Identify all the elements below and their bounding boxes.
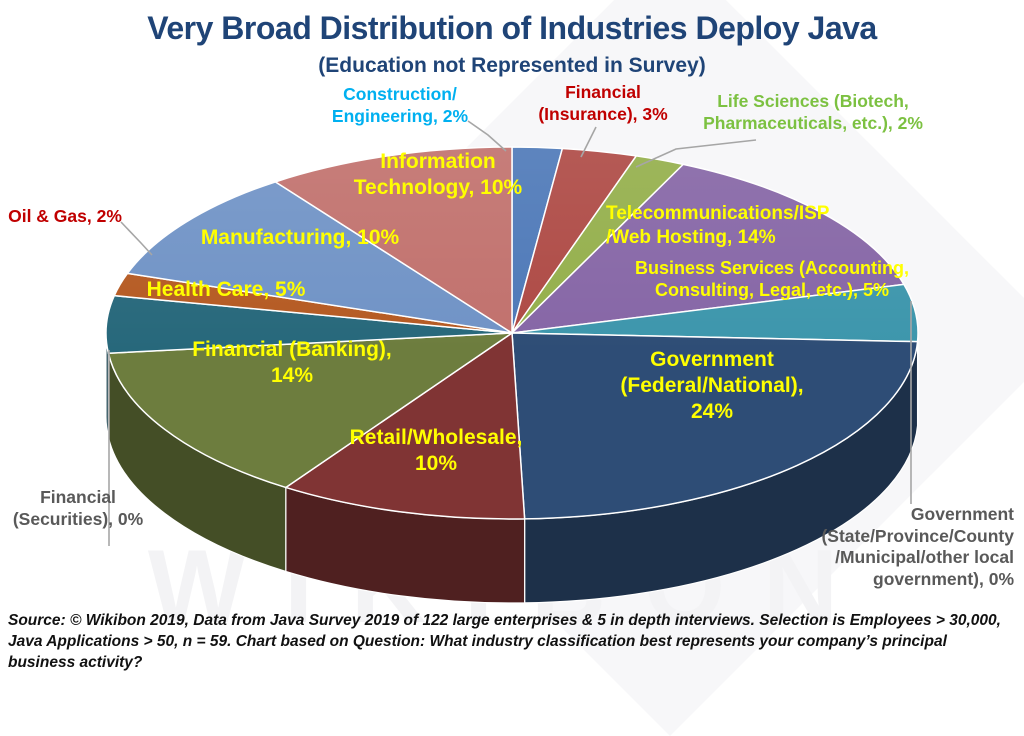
label-line: Consulting, Legal, etc.), 5% xyxy=(635,279,909,301)
slice-label-business_services: Business Services (Accounting,Consulting… xyxy=(635,257,909,302)
callout-line-oil_gas xyxy=(121,222,152,255)
label-line: Financial (Banking), xyxy=(192,337,392,363)
label-line: 10% xyxy=(350,451,523,477)
label-line: Technology, 10% xyxy=(354,175,522,201)
slice-label-construction: Construction/Engineering, 2% xyxy=(332,84,468,127)
label-line: Business Services (Accounting, xyxy=(635,257,909,279)
page-title: Very Broad Distribution of Industries De… xyxy=(0,10,1024,47)
label-line: Oil & Gas, 2% xyxy=(8,206,122,228)
label-line: Telecommunications/ISP xyxy=(606,202,829,226)
slice-label-retail: Retail/Wholesale,10% xyxy=(350,425,523,477)
label-line: (State/Province/County xyxy=(821,526,1014,548)
label-line: Engineering, 2% xyxy=(332,106,468,128)
slice-label-banking: Financial (Banking),14% xyxy=(192,337,392,389)
slice-label-insurance: Financial(Insurance), 3% xyxy=(538,82,667,125)
slide: WIKIBON Very Broad Distribution of Indus… xyxy=(0,0,1024,659)
slice-label-life_sciences: Life Sciences (Biotech,Pharmaceuticals, … xyxy=(703,91,923,134)
label-line: /Municipal/other local xyxy=(821,547,1014,569)
slice-label-gov_federal: Government(Federal/National),24% xyxy=(620,347,803,425)
slice-label-securities: Financial(Securities), 0% xyxy=(13,487,143,530)
slice-label-oil_gas: Oil & Gas, 2% xyxy=(8,206,122,228)
label-line: 14% xyxy=(192,363,392,389)
label-line: /Web Hosting, 14% xyxy=(606,226,829,250)
label-line: Financial xyxy=(538,82,667,104)
label-line: (Federal/National), xyxy=(620,373,803,399)
slice-label-health_care: Health Care, 5% xyxy=(147,277,306,303)
label-line: Life Sciences (Biotech, xyxy=(703,91,923,113)
label-line: Manufacturing, 10% xyxy=(201,225,399,251)
label-line: Government xyxy=(821,504,1014,526)
source-note: Source: © Wikibon 2019, Data from Java S… xyxy=(8,610,1018,674)
label-line: Financial xyxy=(13,487,143,509)
label-line: Pharmaceuticals, etc.), 2% xyxy=(703,113,923,135)
label-line: Government xyxy=(620,347,803,373)
slice-label-manufacturing: Manufacturing, 10% xyxy=(201,225,399,251)
label-line: 24% xyxy=(620,399,803,425)
label-line: government), 0% xyxy=(821,569,1014,591)
label-line: Retail/Wholesale, xyxy=(350,425,523,451)
label-line: Information xyxy=(354,149,522,175)
slice-label-telecom: Telecommunications/ISP/Web Hosting, 14% xyxy=(606,202,829,249)
page-subtitle: (Education not Represented in Survey) xyxy=(0,54,1024,78)
label-line: (Securities), 0% xyxy=(13,509,143,531)
slice-label-gov_state: Government(State/Province/County/Municip… xyxy=(821,504,1014,591)
label-line: (Insurance), 3% xyxy=(538,104,667,126)
label-line: Construction/ xyxy=(332,84,468,106)
callout-line-construction xyxy=(468,121,506,151)
label-line: Health Care, 5% xyxy=(147,277,306,303)
